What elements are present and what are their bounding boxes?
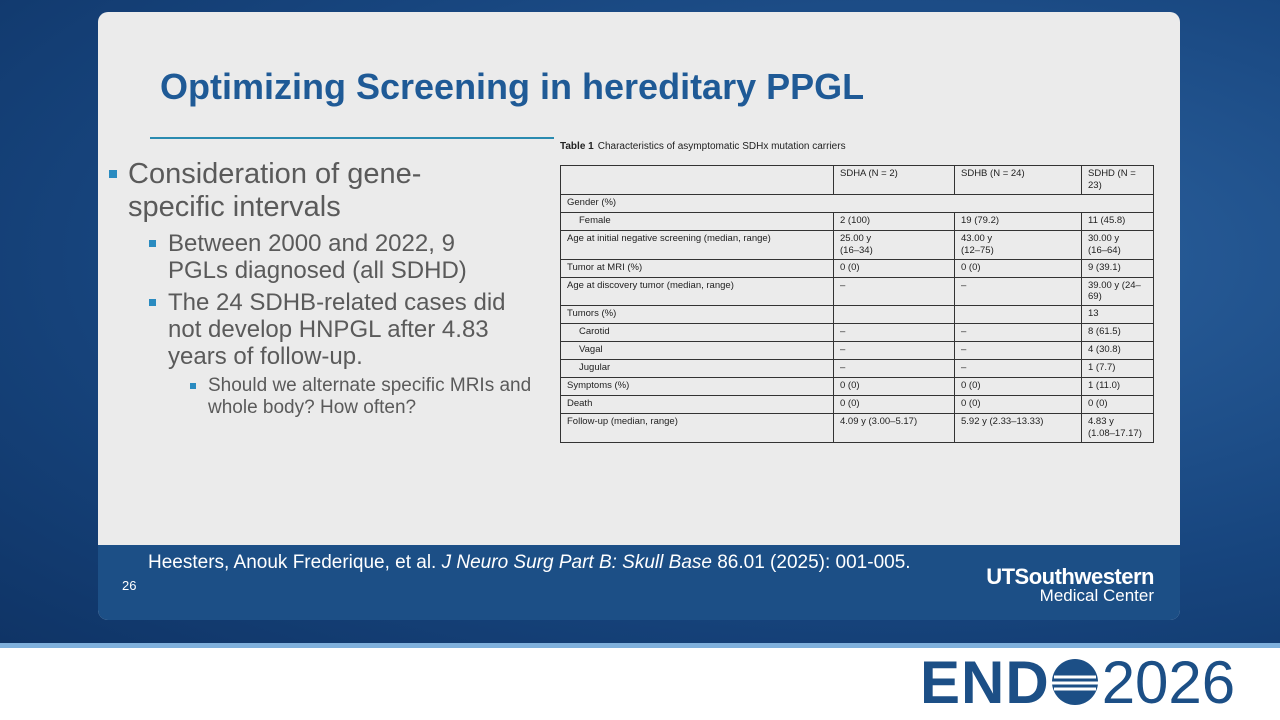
- table-cell: 4 (30.8): [1081, 341, 1154, 361]
- table-cell: –: [833, 359, 955, 379]
- bullet: Between 2000 and 2022, 9 PGLs diagnosed …: [106, 230, 518, 284]
- table-cell: 11 (45.8): [1081, 211, 1154, 231]
- table-cell: [833, 305, 955, 325]
- table-cell: 0 (0): [954, 258, 1082, 278]
- table-cell: 19 (79.2): [954, 211, 1082, 231]
- table-cell: 30.00 y (16–64): [1081, 229, 1154, 260]
- row-label: Gender (%): [560, 193, 1154, 213]
- logo-right: 2026: [1101, 648, 1236, 716]
- header-row: SDHA (N = 2) SDHB (N = 24) SDHD (N = 23): [560, 165, 1154, 195]
- table-cell: 4.09 y (3.00–5.17): [833, 413, 955, 443]
- citation: Heesters, Anouk Frederique, et al. J Neu…: [148, 552, 911, 574]
- table-row: Age at discovery tumor (median, range) – –…: [560, 276, 1154, 307]
- caption-text: Characteristics of asymptomatic SDHx mut…: [597, 141, 846, 152]
- row-label: Symptoms (%): [560, 377, 834, 397]
- title-rule: [150, 137, 554, 139]
- row-label: Tumor at MRI (%): [560, 258, 834, 278]
- table-row: Symptoms (%) 0 (0) 0 (0) 1 (11.0): [560, 377, 1154, 397]
- logo-globe: [1051, 659, 1098, 705]
- table-cell: –: [954, 323, 1082, 343]
- row-label: Age at initial negative screening (media…: [560, 229, 834, 260]
- table-row: Age at initial negative screening (media…: [560, 229, 1154, 260]
- row-label: Female: [560, 211, 834, 231]
- row-label: Vagal: [560, 341, 834, 361]
- table-row: Tumors (%) 13: [560, 305, 1154, 325]
- table-row: Tumor at MRI (%) 0 (0) 0 (0) 9 (39.1): [560, 258, 1154, 278]
- table-row: Gender (%): [560, 193, 1154, 213]
- table-cell: 0 (0): [1081, 395, 1154, 415]
- table-cell: 9 (39.1): [1081, 258, 1154, 278]
- bullet: The 24 SDHB-related cases did not develo…: [106, 289, 518, 370]
- citation-journal: J Neuro Surg Part B: Skull Base: [441, 552, 712, 573]
- table-cell: 0 (0): [833, 395, 955, 415]
- row-label: Tumors (%): [560, 305, 834, 325]
- table-cell: 39.00 y (24–69): [1081, 276, 1154, 307]
- table-cell: –: [833, 276, 955, 307]
- accent-strip: [0, 643, 1280, 648]
- row-label: Age at discovery tumor (median, range): [560, 276, 834, 307]
- table-cell: 5.92 y (2.33–13.33): [954, 413, 1082, 443]
- table-cell: –: [954, 341, 1082, 361]
- table-cell: 2 (100): [833, 211, 955, 231]
- table-cell: 8 (61.5): [1081, 323, 1154, 343]
- row-label: Death: [560, 395, 834, 415]
- header-cell: SDHD (N = 23): [1081, 165, 1154, 195]
- table-row: Death 0 (0) 0 (0) 0 (0): [560, 395, 1154, 415]
- row-label: Carotid: [560, 323, 834, 343]
- table-cell: –: [833, 323, 955, 343]
- table-cell: 43.00 y (12–75): [954, 229, 1082, 260]
- slide: Optimizing Screening in hereditary PPGL …: [98, 12, 1180, 620]
- table-cell: 0 (0): [954, 395, 1082, 415]
- table-caption: Table 1 Characteristics of asymptomatic S…: [560, 141, 846, 152]
- bullet: Should we alternate specific MRIs and wh…: [106, 375, 558, 418]
- institution-name: UTSouthwestern: [986, 564, 1154, 589]
- table-row: Vagal – –4 (30.8): [560, 341, 1154, 361]
- table-cell: 25.00 y (16–34): [833, 229, 955, 260]
- table-cell: –: [954, 276, 1082, 307]
- table-cell: 0 (0): [833, 377, 955, 397]
- page-number: 26: [122, 578, 137, 593]
- citation-details: 86.01 (2025): 001-005.: [717, 552, 911, 573]
- table-row: Carotid – –8 (61.5): [560, 323, 1154, 343]
- table-cell: 1 (7.7): [1081, 359, 1154, 379]
- row-label: Jugular: [560, 359, 834, 379]
- header-cell: SDHA (N = 2): [833, 165, 955, 195]
- bullet: Consideration of gene-specific intervals: [106, 158, 458, 224]
- table-cell: 4.83 y (1.08–17.17): [1081, 413, 1154, 443]
- row-label: Follow-up (median, range): [560, 413, 834, 443]
- table-cell: –: [954, 359, 1082, 379]
- slide-title: Optimizing Screening in hereditary PPGL: [160, 66, 865, 107]
- table-cell: [954, 305, 1082, 325]
- logo-left: END: [920, 648, 1050, 716]
- header-cell: [560, 165, 834, 195]
- table-label: Table 1: [560, 141, 594, 152]
- header-cell: SDHB (N = 24): [954, 165, 1082, 195]
- footer-band: [98, 545, 1180, 620]
- citation-authors: Heesters, Anouk Frederique, et al.: [148, 552, 437, 573]
- table-cell: 0 (0): [833, 258, 955, 278]
- table-row: Female 2 (100) 19 (79.2) 11 (45.8): [560, 211, 1154, 231]
- bullet-list: Consideration of gene-specific intervals…: [106, 158, 556, 418]
- event-logo: END 2026: [920, 649, 1235, 716]
- table-cell: –: [833, 341, 955, 361]
- table-cell: 0 (0): [954, 377, 1082, 397]
- table-cell: 1 (11.0): [1081, 377, 1154, 397]
- institution-sub: Medical Center: [1039, 586, 1154, 605]
- table-cell: 13: [1081, 305, 1154, 325]
- table-row: Jugular – –1 (7.7): [560, 359, 1154, 379]
- data-table: SDHA (N = 2) SDHB (N = 24) SDHD (N = 23) Ge…: [560, 165, 1154, 443]
- table-row: Follow-up (median, range) 4.09 y (3.00–5.…: [560, 413, 1154, 443]
